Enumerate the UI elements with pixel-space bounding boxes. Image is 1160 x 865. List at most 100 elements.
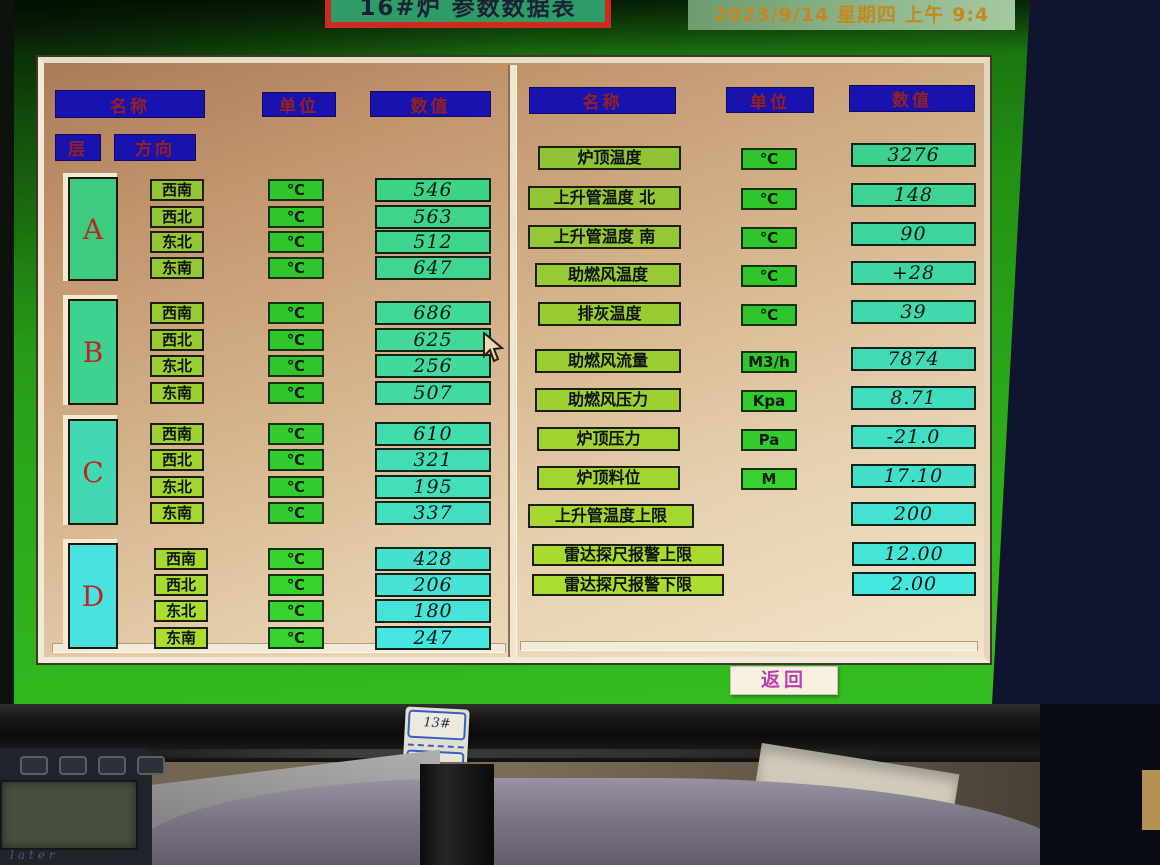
unit-label: ℃: [741, 227, 797, 249]
unit-label: ℃: [268, 302, 324, 324]
device-buttons: [20, 756, 165, 775]
param-name-label: 炉顶温度: [538, 146, 681, 170]
right-header-name: 名称: [529, 87, 676, 114]
unit-label: ℃: [268, 548, 324, 570]
value-display: 3276: [851, 143, 976, 167]
direction-label: 西南: [154, 548, 208, 570]
unit-label: ℃: [268, 231, 324, 253]
right-header-value: 数值: [849, 85, 975, 112]
unit-label: ℃: [268, 627, 324, 649]
direction-label: 西南: [150, 179, 204, 201]
direction-label: 东南: [150, 257, 204, 279]
sticker-divider: [407, 737, 465, 749]
unit-label: ℃: [741, 188, 797, 210]
setpoint-value[interactable]: 2.00: [852, 572, 976, 596]
param-name-label: 雷达探尺报警上限: [532, 544, 724, 566]
desk-area: later: [0, 743, 1160, 865]
param-name-label: 上升管温度 北: [528, 186, 681, 210]
param-name-label: 助燃风温度: [535, 263, 681, 287]
value-display: -21.0: [851, 425, 976, 449]
value-display: 563: [375, 205, 491, 229]
mouse-cursor: [483, 332, 505, 363]
value-display: 17.10: [851, 464, 976, 488]
unit-label: ℃: [741, 148, 797, 170]
page-title: 16#炉 参数数据表: [325, 0, 611, 28]
value-display: 256: [375, 354, 491, 378]
unit-label: ℃: [268, 502, 324, 524]
scale-indicator-device: later: [0, 748, 165, 865]
panel-divider: [508, 65, 517, 657]
unit-label: Pa: [741, 429, 797, 451]
value-display: 610: [375, 422, 491, 446]
param-name-label: 炉顶料位: [537, 466, 680, 490]
unit-label: ℃: [268, 574, 324, 596]
unit-label: ℃: [268, 179, 324, 201]
device-button: [98, 756, 126, 775]
direction-label: 东北: [154, 600, 208, 622]
return-button[interactable]: 返回: [730, 666, 838, 695]
device-button: [137, 756, 165, 775]
unit-label: ℃: [268, 600, 324, 622]
layer-box-a: A: [68, 177, 118, 281]
unit-label: ℃: [741, 265, 797, 287]
direction-label: 西北: [150, 449, 204, 471]
unit-label: ℃: [268, 257, 324, 279]
value-display: 206: [375, 573, 491, 597]
unit-label: ℃: [268, 329, 324, 351]
room-shadow-right: [1040, 704, 1160, 865]
panel-bottom-groove-right: [520, 641, 978, 651]
unit-label: ℃: [268, 423, 324, 445]
value-display: 247: [375, 626, 491, 650]
direction-label: 西北: [150, 206, 204, 228]
unit-label: ℃: [268, 449, 324, 471]
unit-label: Kpa: [741, 390, 797, 412]
device-button: [20, 756, 48, 775]
value-display: 428: [375, 547, 491, 571]
direction-label: 西北: [154, 574, 208, 596]
value-display: 507: [375, 381, 491, 405]
left-header-value: 数值: [370, 91, 491, 117]
room-shadow-left: [0, 0, 14, 704]
unit-label: ℃: [268, 382, 324, 404]
left-header-layer: 层: [55, 134, 101, 161]
direction-label: 西南: [150, 302, 204, 324]
value-display: 39: [851, 300, 976, 324]
right-header-unit: 单位: [726, 87, 814, 113]
value-display: 321: [375, 448, 491, 472]
value-display: 90: [851, 222, 976, 246]
direction-label: 东南: [154, 627, 208, 649]
value-display: 337: [375, 501, 491, 525]
value-display: +28: [851, 261, 976, 285]
param-name-label: 上升管温度上限: [528, 504, 694, 528]
layer-box-c: C: [68, 419, 118, 525]
param-name-label: 助燃风压力: [535, 388, 681, 412]
param-name-label: 排灰温度: [538, 302, 681, 326]
value-display: 686: [375, 301, 491, 325]
device-button: [59, 756, 87, 775]
device-brand-text: later: [10, 848, 59, 862]
wood-shelf-edge: [1142, 770, 1160, 830]
value-display: 7874: [851, 347, 976, 371]
value-display: 512: [375, 230, 491, 254]
left-header-direction: 方向: [114, 134, 196, 161]
monitor-stand: [420, 764, 494, 865]
left-header-name: 名称: [55, 90, 205, 118]
sticker-label: 13#: [407, 709, 467, 741]
value-display: 625: [375, 328, 491, 352]
monitor-bezel: [0, 704, 1160, 762]
value-display: 148: [851, 183, 976, 207]
unit-label: ℃: [741, 304, 797, 326]
param-name-label: 雷达探尺报警下限: [532, 574, 724, 596]
direction-label: 东南: [150, 382, 204, 404]
unit-label: M3/h: [741, 351, 797, 373]
unit-label: ℃: [268, 476, 324, 498]
setpoint-value[interactable]: 200: [851, 502, 976, 526]
direction-label: 东北: [150, 231, 204, 253]
value-display: 647: [375, 256, 491, 280]
direction-label: 东北: [150, 355, 204, 377]
layer-box-d: D: [68, 543, 118, 649]
setpoint-value[interactable]: 12.00: [852, 542, 976, 566]
data-panel: 名称 单位 数值 层 方向 A 西南 ℃ 546 西北 ℃ 563 东北 ℃ 5…: [38, 57, 990, 663]
value-display: 8.71: [851, 386, 976, 410]
